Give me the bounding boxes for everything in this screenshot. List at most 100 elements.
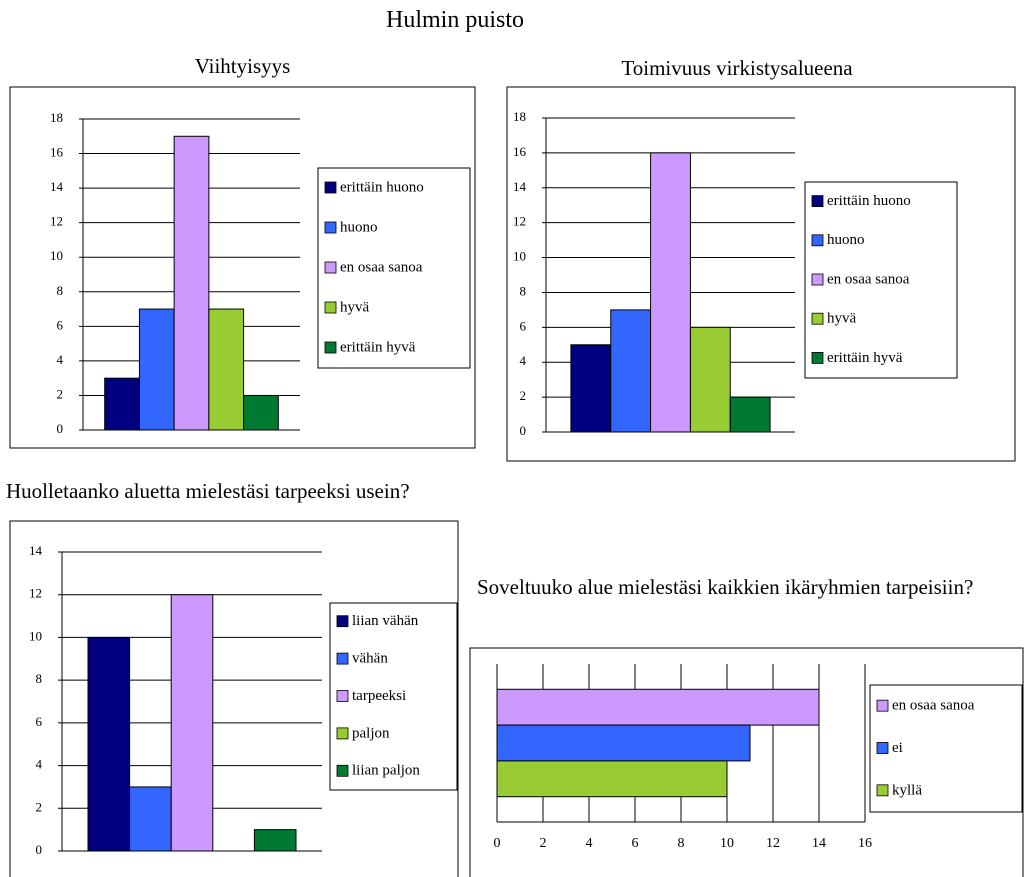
- legend-label: vähän: [352, 651, 388, 667]
- bar: [129, 786, 172, 852]
- y-tick-label: 6: [520, 318, 527, 333]
- y-tick-label: 8: [36, 671, 43, 686]
- legend-swatch: [324, 301, 337, 314]
- legend-label: en osaa sanoa: [827, 271, 910, 287]
- x-tick-label: 10: [720, 836, 734, 851]
- legend-swatch: [324, 221, 337, 234]
- y-tick-label: 4: [57, 352, 64, 367]
- bar: [570, 344, 612, 433]
- legend-swatch: [336, 652, 349, 665]
- legend-swatch: [811, 195, 824, 208]
- legend-label: hyvä: [340, 299, 370, 315]
- y-tick-label: 14: [50, 179, 64, 194]
- legend-frame: [869, 684, 1023, 813]
- y-tick-label: 8: [520, 283, 527, 298]
- legend-label: liian vähän: [352, 613, 419, 629]
- x-tick-label: 2: [540, 836, 547, 851]
- y-tick-label: 0: [57, 421, 64, 436]
- y-tick-label: 10: [513, 249, 526, 264]
- y-tick-label: 6: [57, 317, 64, 332]
- legend-swatch: [876, 742, 889, 754]
- x-tick-label: 8: [678, 836, 685, 851]
- bar: [253, 829, 297, 852]
- bar: [689, 326, 731, 433]
- legend-label: tarpeeksi: [352, 688, 406, 704]
- x-tick-label: 12: [766, 836, 780, 851]
- y-tick-label: 4: [520, 353, 527, 368]
- legend-swatch: [336, 764, 349, 777]
- y-tick-label: 2: [520, 388, 527, 403]
- legend-swatch: [324, 261, 337, 274]
- legend-label: erittäin huono: [827, 193, 911, 209]
- x-tick-label: 14: [812, 836, 826, 851]
- legend-label: huono: [827, 232, 865, 248]
- legend-label: en osaa sanoa: [340, 259, 423, 275]
- legend-swatch: [336, 727, 349, 740]
- y-tick-label: 10: [50, 248, 63, 263]
- y-tick-label: 8: [57, 283, 64, 298]
- bar: [170, 594, 214, 852]
- y-tick-label: 6: [36, 714, 43, 729]
- y-tick-label: 14: [513, 179, 527, 194]
- legend-label: paljon: [352, 725, 390, 741]
- bar: [243, 394, 279, 431]
- bar: [496, 724, 751, 762]
- bar: [610, 309, 652, 433]
- y-tick-label: 18: [513, 109, 526, 124]
- legend-swatch: [811, 351, 824, 364]
- bar: [87, 636, 131, 852]
- legend-frame: [804, 181, 958, 379]
- y-tick-label: 18: [50, 110, 63, 125]
- y-tick-label: 12: [50, 214, 63, 229]
- bar: [496, 688, 820, 726]
- legend-swatch: [811, 273, 824, 286]
- legend-label: ei: [892, 740, 903, 756]
- bar: [173, 135, 210, 431]
- legend-label: erittäin huono: [340, 179, 424, 195]
- y-tick-label: 10: [29, 628, 42, 643]
- y-tick-label: 12: [29, 586, 42, 601]
- legend-swatch: [876, 784, 889, 797]
- legend-label: erittäin hyvä: [340, 339, 416, 355]
- legend-frame: [329, 602, 458, 791]
- y-tick-label: 4: [36, 757, 43, 772]
- y-tick-label: 0: [36, 842, 43, 857]
- legend-frame: [317, 167, 471, 369]
- chart-title: Huolletaanko aluetta mielestäsi tarpeeks…: [6, 479, 410, 503]
- y-tick-label: 2: [36, 799, 43, 814]
- bar: [208, 308, 245, 431]
- legend-swatch: [324, 341, 337, 354]
- x-tick-label: 4: [586, 836, 593, 851]
- y-tick-label: 14: [29, 543, 43, 558]
- legend-swatch: [876, 699, 889, 712]
- x-tick-label: 0: [494, 836, 501, 851]
- legend-swatch: [811, 312, 824, 325]
- y-tick-label: 16: [50, 145, 64, 160]
- chart-title: Toimivuus virkistysalueena: [621, 56, 853, 80]
- y-tick-label: 0: [520, 423, 527, 438]
- page-title: Hulmin puisto: [385, 7, 524, 33]
- x-tick-label: 16: [858, 836, 872, 851]
- legend-label: en osaa sanoa: [892, 698, 975, 714]
- legend-swatch: [336, 615, 349, 628]
- legend-swatch: [811, 234, 824, 247]
- legend-swatch: [324, 181, 337, 194]
- bar: [496, 760, 728, 798]
- legend-label: huono: [340, 219, 378, 235]
- bar: [650, 152, 691, 433]
- bar: [729, 396, 771, 433]
- legend-label: erittäin hyvä: [827, 350, 903, 366]
- chart-title: Soveltuuko alue mielestäsi kaikkien ikär…: [477, 575, 974, 599]
- chart-title: Viihtyisyys: [194, 54, 291, 78]
- legend-swatch: [336, 690, 349, 702]
- y-tick-label: 16: [513, 144, 527, 159]
- bar: [138, 308, 175, 431]
- y-tick-label: 12: [513, 214, 526, 229]
- bar: [104, 377, 140, 431]
- legend-label: hyvä: [827, 311, 857, 327]
- y-tick-label: 2: [57, 386, 64, 401]
- legend-label: kyllä: [892, 782, 922, 798]
- legend-label: liian paljon: [352, 763, 420, 779]
